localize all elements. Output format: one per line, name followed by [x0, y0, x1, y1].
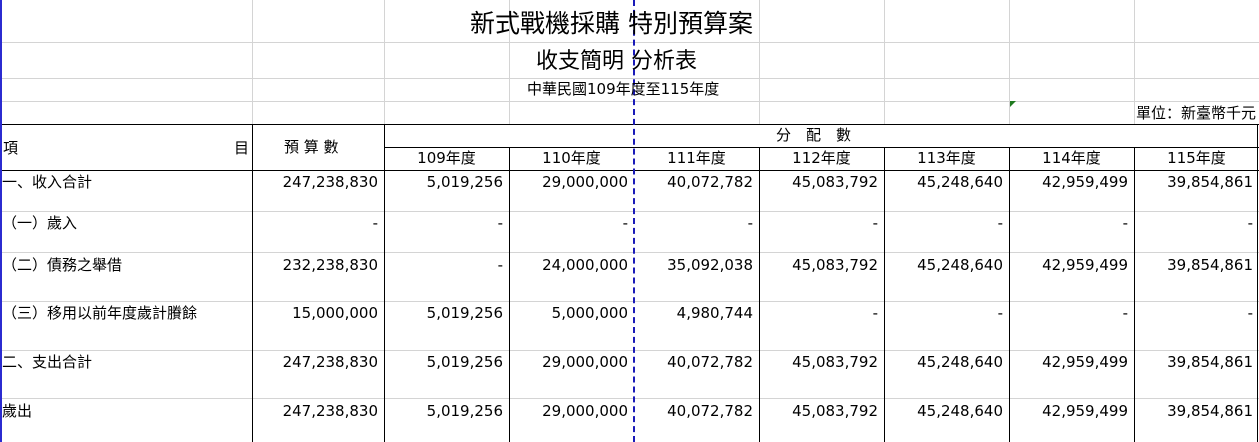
gridline [884, 0, 885, 124]
header-year-2: 111年度 [667, 149, 726, 167]
row-label[interactable]: 一、收入合計 [2, 173, 93, 191]
gridline [0, 398, 1259, 399]
row-label[interactable]: （一）歲入 [2, 214, 78, 232]
gridline [1134, 0, 1135, 124]
cell-budget[interactable]: 247,238,830 [282, 353, 378, 371]
cell-year-4[interactable]: 45,248,640 [917, 256, 1003, 274]
cell-year-0[interactable]: - [497, 256, 503, 274]
report-title: 新式戰機採購 特別預算案 [470, 9, 753, 38]
header-year-4: 113年度 [917, 149, 976, 167]
cell-year-1[interactable]: - [622, 214, 628, 232]
page-break-line [633, 0, 635, 442]
cell-year-5[interactable]: 42,959,499 [1042, 353, 1128, 371]
table-border [759, 147, 760, 442]
table-border [252, 124, 253, 442]
cell-year-2[interactable]: 4,980,744 [676, 304, 753, 322]
gridline [384, 0, 385, 124]
cell-year-4[interactable]: - [997, 214, 1003, 232]
period-label: 中華民國109年度至115年度 [527, 80, 720, 98]
cell-year-2[interactable]: 40,072,782 [667, 402, 753, 420]
header-year-3: 112年度 [792, 149, 851, 167]
cell-year-4[interactable]: - [997, 304, 1003, 322]
cell-year-3[interactable]: 45,083,792 [792, 353, 878, 371]
cell-year-6[interactable]: 39,854,861 [1167, 353, 1253, 371]
cell-budget[interactable]: 15,000,000 [292, 304, 378, 322]
row-label[interactable]: （三）移用以前年度歲計賸餘 [2, 304, 198, 322]
cell-year-1[interactable]: 24,000,000 [542, 256, 628, 274]
cell-year-2[interactable]: 40,072,782 [667, 173, 753, 191]
cell-year-4[interactable]: 45,248,640 [917, 173, 1003, 191]
row-label[interactable]: （二）債務之舉借 [2, 256, 123, 274]
cell-year-5[interactable]: 42,959,499 [1042, 173, 1128, 191]
table-border [884, 147, 885, 442]
gridline [509, 0, 510, 124]
gridline [759, 0, 760, 124]
cell-budget[interactable]: 247,238,830 [282, 402, 378, 420]
header-year-6: 115年度 [1167, 149, 1226, 167]
table-border [1257, 124, 1258, 442]
cell-year-0[interactable]: - [497, 214, 503, 232]
cell-budget[interactable]: 232,238,830 [282, 256, 378, 274]
cell-year-1[interactable]: 5,000,000 [551, 304, 628, 322]
header-item-left: 項 [3, 139, 19, 157]
cell-year-6[interactable]: 39,854,861 [1167, 402, 1253, 420]
header-item-right: 目 [234, 139, 250, 157]
cell-year-6[interactable]: - [1247, 304, 1253, 322]
gridline [1009, 0, 1010, 124]
cell-budget[interactable]: 247,238,830 [282, 173, 378, 191]
cell-year-6[interactable]: - [1247, 214, 1253, 232]
cell-year-1[interactable]: 29,000,000 [542, 402, 628, 420]
cell-year-6[interactable]: 39,854,861 [1167, 256, 1253, 274]
table-border [1009, 147, 1010, 442]
table-border [384, 147, 1259, 148]
gridline [0, 211, 1259, 212]
header-year-0: 109年度 [417, 149, 476, 167]
cell-year-6[interactable]: 39,854,861 [1167, 173, 1253, 191]
cell-year-5[interactable]: 42,959,499 [1042, 402, 1128, 420]
table-border [1134, 147, 1135, 442]
table-border [384, 124, 385, 442]
row-label[interactable]: 二、支出合計 [2, 353, 93, 371]
gridline [252, 0, 253, 124]
header-budget: 預 算 數 [284, 138, 339, 156]
cell-year-4[interactable]: 45,248,640 [917, 402, 1003, 420]
unit-label: 單位：新臺幣千元 [1135, 104, 1256, 122]
gridline [0, 78, 1259, 79]
header-year-5: 114年度 [1042, 149, 1101, 167]
report-subtitle: 收支簡明 分析表 [536, 49, 697, 74]
gridline [0, 301, 1259, 302]
cell-year-1[interactable]: 29,000,000 [542, 173, 628, 191]
cell-year-0[interactable]: 5,019,256 [426, 173, 503, 191]
cell-year-3[interactable]: - [872, 304, 878, 322]
cell-year-4[interactable]: 45,248,640 [917, 353, 1003, 371]
cell-year-5[interactable]: 42,959,499 [1042, 256, 1128, 274]
cell-year-3[interactable]: 45,083,792 [792, 256, 878, 274]
gridline [0, 350, 1259, 351]
cell-budget[interactable]: - [372, 214, 378, 232]
cell-year-0[interactable]: 5,019,256 [426, 402, 503, 420]
cell-year-2[interactable]: 40,072,782 [667, 353, 753, 371]
gridline [0, 101, 1259, 102]
comment-marker-icon[interactable] [1010, 101, 1016, 107]
table-border [0, 124, 1259, 125]
table-border [0, 170, 1259, 171]
cell-year-3[interactable]: 45,083,792 [792, 402, 878, 420]
cell-year-5[interactable]: - [1122, 214, 1128, 232]
cell-year-5[interactable]: - [1122, 304, 1128, 322]
row-label[interactable]: 歲出 [2, 402, 33, 420]
gridline [0, 42, 1259, 43]
cell-year-2[interactable]: 35,092,038 [667, 256, 753, 274]
cell-year-0[interactable]: 5,019,256 [426, 353, 503, 371]
cell-year-3[interactable]: 45,083,792 [792, 173, 878, 191]
sheet-left-edge [0, 0, 2, 442]
gridline [0, 252, 1259, 253]
cell-year-2[interactable]: - [747, 214, 753, 232]
header-year-1: 110年度 [542, 149, 601, 167]
cell-year-0[interactable]: 5,019,256 [426, 304, 503, 322]
cell-year-1[interactable]: 29,000,000 [542, 353, 628, 371]
header-allocation: 分 配 數 [776, 126, 852, 144]
table-border [509, 147, 510, 442]
cell-year-3[interactable]: - [872, 214, 878, 232]
